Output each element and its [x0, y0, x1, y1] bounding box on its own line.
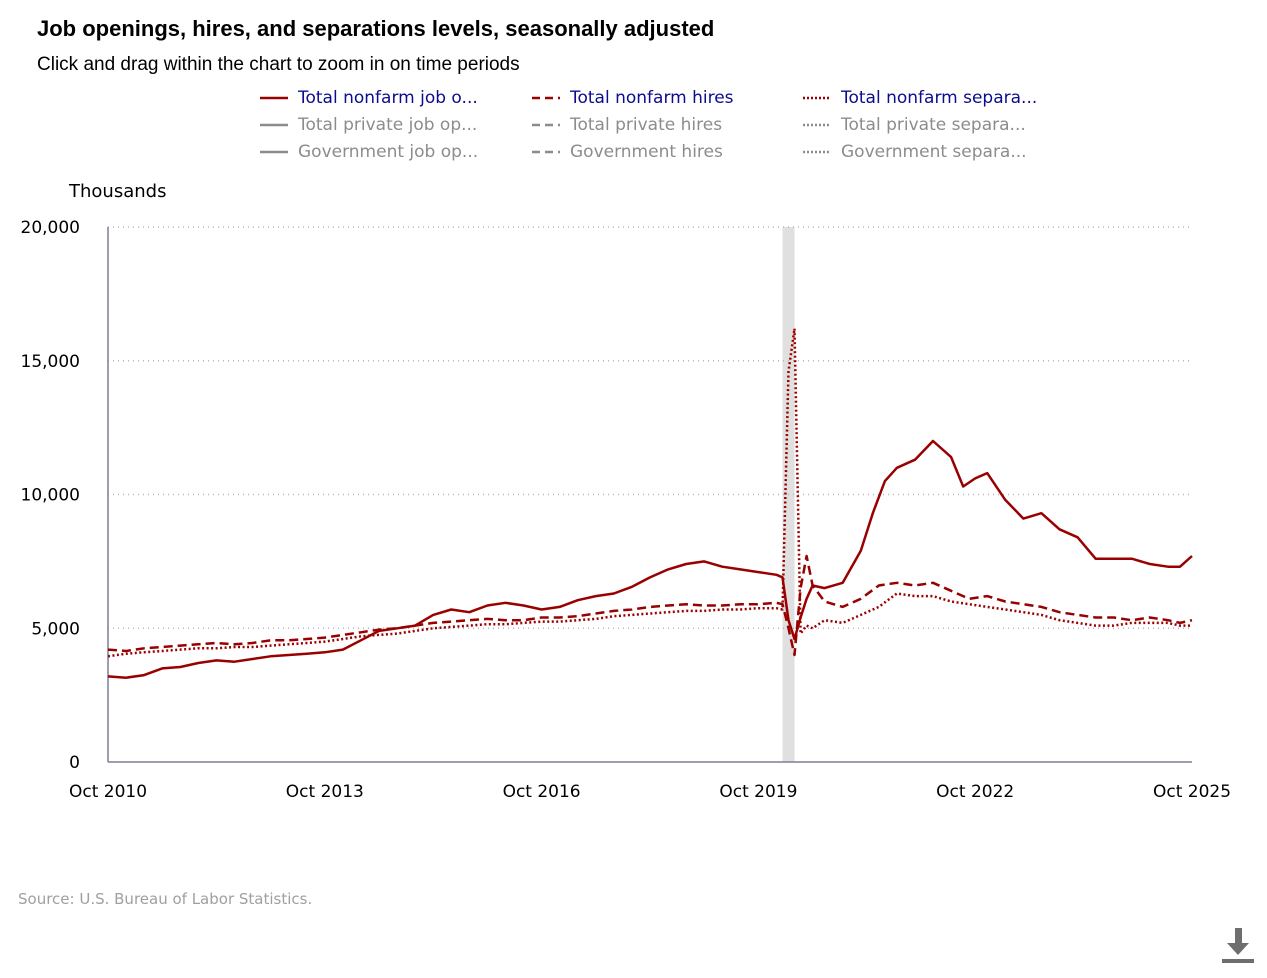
series-line-solid [107, 439, 1193, 679]
legend-line-solid [260, 96, 288, 100]
legend-item-total-nonfarm-separations[interactable]: Total nonfarm separa... [803, 87, 1037, 109]
chart-subtitle: Click and drag within the chart to zoom … [37, 54, 520, 75]
chart-title: Job openings, hires, and separations lev… [37, 16, 715, 41]
legend-line-dashed [532, 123, 560, 127]
x-tick-label: Oct 2019 [719, 782, 797, 802]
legend-item-total-nonfarm-hires[interactable]: Total nonfarm hires [532, 87, 734, 109]
legend-line-dashed [532, 96, 560, 100]
y-tick-label: 20,000 [21, 218, 80, 238]
x-tick-label: Oct 2013 [286, 782, 364, 802]
legend-label: Government job op... [298, 142, 479, 162]
x-tick-label: Oct 2016 [503, 782, 581, 802]
legend-item-government-hires[interactable]: Government hires [532, 141, 723, 163]
legend-line-dotted [803, 123, 831, 127]
legend-item-government-job-openings[interactable]: Government job op... [260, 141, 478, 163]
x-tick-label: Oct 2010 [69, 782, 147, 802]
legend-line-dashed [532, 150, 560, 154]
download-icon [1222, 928, 1254, 963]
y-tick-label: 10,000 [21, 486, 80, 506]
legend-line-solid [260, 150, 288, 154]
legend-label: Total private hires [570, 115, 723, 135]
legend: Total nonfarm job o... Total nonfarm hir… [0, 0, 1267, 175]
legend-line-dotted [803, 96, 831, 100]
legend-label: Total nonfarm hires [570, 88, 734, 108]
legend-item-government-separations[interactable]: Government separa... [803, 141, 1027, 163]
source-note: Source: U.S. Bureau of Labor Statistics. [18, 890, 313, 908]
legend-label: Government separa... [841, 142, 1027, 162]
legend-label: Government hires [570, 142, 723, 162]
legend-item-total-nonfarm-job-openings[interactable]: Total nonfarm job o... [260, 87, 478, 109]
legend-label: Total nonfarm job o... [298, 88, 478, 108]
y-tick-label: 15,000 [21, 352, 80, 372]
legend-line-dotted [803, 150, 831, 154]
legend-line-solid [260, 123, 288, 127]
legend-label: Total private separa... [841, 115, 1026, 135]
line-chart[interactable]: 0 5,000 10,000 15,000 20,000 Oct 2010 Oct 2013… [0, 0, 1267, 860]
x-tick-label: Oct 2022 [936, 782, 1014, 802]
download-button[interactable] [1218, 925, 1258, 967]
legend-item-total-private-hires[interactable]: Total private hires [532, 114, 722, 136]
legend-label: Total private job op... [298, 115, 478, 135]
legend-label: Total nonfarm separa... [841, 88, 1038, 108]
legend-item-total-private-separations[interactable]: Total private separa... [803, 114, 1026, 136]
legend-item-total-private-job-openings[interactable]: Total private job op... [260, 114, 477, 136]
y-tick-label: 5,000 [31, 619, 80, 639]
series-line-dotted [107, 327, 1192, 658]
series-line-dashed [107, 554, 1193, 657]
y-axis-label: Thousands [69, 181, 167, 202]
y-tick-label: 0 [69, 753, 80, 773]
x-tick-label: Oct 2025 [1153, 782, 1231, 802]
